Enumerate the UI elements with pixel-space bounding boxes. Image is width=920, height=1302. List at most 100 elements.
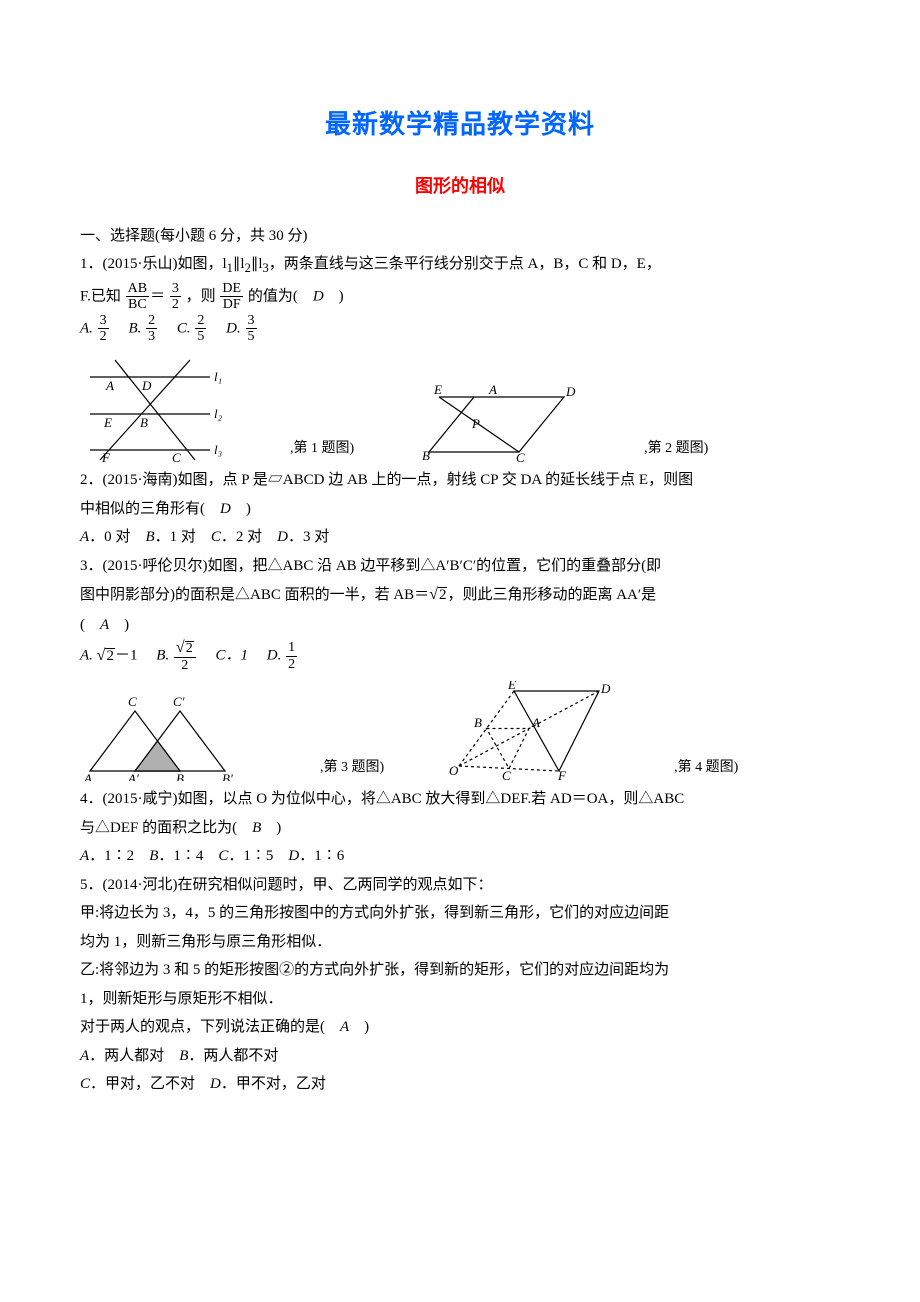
q1-optB-label: B.: [128, 320, 141, 336]
q4-options: A．1∶2 B．1∶4 C．1∶5 D．1∶6: [80, 842, 840, 871]
q4-answer: B: [252, 820, 261, 836]
q5-line1: 5．(2014·河北)在研究相似问题时，甲、乙两同学的观点如下：: [80, 871, 840, 900]
svg-text:A′: A′: [127, 771, 139, 781]
figure-1: A D E B F C l₁ l₂ l₃: [80, 352, 230, 462]
q1-frac-32: 32: [170, 281, 181, 313]
figure-4: E D B A O C F: [444, 681, 614, 781]
q4-text-b: ): [261, 820, 281, 836]
q3-text-a: 图中阴影部分)的面积是△ABC 面积的一半，若 AB＝: [80, 587, 429, 603]
page-title-main: 最新数学精品教学资料: [80, 100, 840, 149]
q1-optC-frac: 25: [195, 313, 206, 345]
q1-optC-label: C.: [177, 320, 191, 336]
q3-answer: A: [100, 617, 109, 633]
svg-text:E: E: [507, 681, 516, 692]
q4-text-a: 与△DEF 的面积之比为(: [80, 820, 252, 836]
q2-options: A．0 对 B．1 对 C．2 对 D．3 对: [80, 523, 840, 552]
q1-optD-frac: 35: [246, 313, 257, 345]
q2-line2: 中相似的三角形有( D ): [80, 495, 840, 524]
svg-text:B: B: [422, 448, 430, 462]
q1-optD-label: D.: [226, 320, 241, 336]
q1-text-c: F.已知: [80, 288, 121, 304]
q3-line1: 3．(2015·呼伦贝尔)如图，把△ABC 沿 AB 边平移到△A′B′C′的位…: [80, 552, 840, 581]
svg-text:B: B: [140, 415, 148, 430]
svg-text:B: B: [474, 715, 482, 730]
q5-line5: 1，则新矩形与原矩形不相似．: [80, 985, 840, 1014]
svg-text:E: E: [433, 382, 442, 397]
q3-optB-label: B.: [156, 648, 169, 664]
q1-stem-line2: F.已知 ABBC＝ 32 ，则 DEDF 的值为( D ): [80, 281, 840, 313]
svg-text:l₃: l₃: [214, 442, 222, 457]
q1-options: A. 32 B. 23 C. 25 D. 35: [80, 313, 840, 345]
svg-text:l₂: l₂: [214, 406, 223, 421]
q3-options: A. 2－1 B. 22 C．1 D. 12: [80, 639, 840, 673]
svg-text:E: E: [103, 415, 112, 430]
figure-2-wrap: E A D P B C: [414, 382, 584, 462]
figure-2-caption: ,第 2 题图): [644, 436, 708, 463]
svg-text:C′: C′: [173, 694, 185, 709]
svg-text:F: F: [101, 450, 111, 462]
svg-text:B′: B′: [222, 771, 233, 781]
figure-4-caption: ,第 4 题图): [674, 755, 738, 782]
q1-optA-label: A.: [80, 320, 93, 336]
q3-line2: 图中阴影部分)的面积是△ABC 面积的一半，若 AB＝2，则此三角形移动的距离 …: [80, 580, 840, 610]
figure-3: C C′ A A′ B B′: [80, 691, 260, 781]
svg-text:A: A: [488, 382, 497, 397]
svg-text:C: C: [128, 694, 137, 709]
q1-text-d: ，则: [186, 288, 216, 304]
svg-text:C: C: [516, 450, 525, 462]
q1-text-e: 的值为(: [248, 288, 313, 304]
q5-line3: 均为 1，则新三角形与原三角形相似．: [80, 928, 840, 957]
q1-frac-dedf: DEDF: [220, 281, 243, 313]
figure-4-wrap: E D B A O C F: [444, 681, 614, 781]
section-header: 一、选择题(每小题 6 分，共 30 分): [80, 222, 840, 251]
svg-text:P: P: [471, 416, 480, 431]
q3-optD-label: D.: [267, 648, 282, 664]
q5-text-a: 对于两人的观点，下列说法正确的是(: [80, 1019, 340, 1035]
q5-text-b: ): [349, 1019, 369, 1035]
q3-text-c: (: [80, 617, 100, 633]
q1-stem-line1: 1．(2015·乐山)如图，l1∥l2∥l3，两条直线与这三条平行线分别交于点 …: [80, 250, 840, 281]
figure-row-1: A D E B F C l₁ l₂ l₃ ,第 1 题图): [80, 352, 840, 462]
svg-text:A: A: [531, 715, 540, 730]
q2-text-a: 中相似的三角形有(: [80, 501, 220, 517]
q4-line1: 4．(2015·咸宁)如图，以点 O 为位似中心，将△ABC 放大得到△DEF.…: [80, 785, 840, 814]
q1-answer: D: [313, 288, 324, 304]
svg-text:B: B: [176, 771, 184, 781]
q3-text-b: ，则此三角形移动的距离 AA′是: [447, 587, 656, 603]
q5-options-1: A．两人都对 B．两人都不对: [80, 1042, 840, 1071]
svg-text:D: D: [565, 384, 576, 399]
q2-answer: D: [220, 501, 231, 517]
q3-line3: ( A ): [80, 611, 840, 640]
svg-text:C: C: [172, 450, 181, 462]
q1-optA-frac: 32: [98, 313, 109, 345]
q3-optD-frac: 12: [286, 640, 297, 672]
q1-text-b: ，两条直线与这三条平行线分别交于点 A，B，C 和 D，E，: [269, 256, 661, 272]
svg-text:F: F: [557, 768, 567, 781]
svg-text:O: O: [449, 763, 459, 778]
q2-line1: 2．(2015·海南)如图，点 P 是▱ABCD 边 AB 上的一点，射线 CP…: [80, 466, 840, 495]
figure-3-wrap: C C′ A A′ B B′: [80, 691, 260, 781]
q1-frac-abbc: ABBC: [126, 281, 149, 313]
svg-text:D: D: [141, 378, 152, 393]
q1-text-a: 1．(2015·乐山)如图，l: [80, 256, 227, 272]
figure-3-caption: ,第 3 题图): [320, 755, 384, 782]
q5-line6: 对于两人的观点，下列说法正确的是( A ): [80, 1013, 840, 1042]
figure-row-2: C C′ A A′ B B′ ,第 3 题图) E: [80, 681, 840, 781]
svg-text:D: D: [600, 681, 611, 696]
svg-text:A: A: [83, 771, 92, 781]
svg-text:C: C: [502, 768, 511, 781]
figure-1-wrap: A D E B F C l₁ l₂ l₃: [80, 352, 230, 462]
q2-text-b: ): [231, 501, 251, 517]
q5-line4: 乙:将邻边为 3 和 5 的矩形按图②的方式向外扩张，得到新的矩形，它们的对应边…: [80, 956, 840, 985]
q3-sqrt2: 2: [429, 580, 447, 610]
q3-optA-sqrt: 2: [97, 641, 115, 671]
q3-optC-label: C．1: [215, 648, 248, 664]
figure-2: E A D P B C: [414, 382, 584, 462]
q3-text-d: ): [109, 617, 129, 633]
q5-line2: 甲:将边长为 3，4，5 的三角形按图中的方式向外扩张，得到新三角形，它们的对应…: [80, 899, 840, 928]
svg-text:l₁: l₁: [214, 369, 222, 384]
q5-answer: A: [340, 1019, 349, 1035]
page-title-sub: 图形的相似: [80, 169, 840, 203]
q3-optA-suffix: －1: [115, 648, 138, 664]
figure-1-caption: ,第 1 题图): [290, 436, 354, 463]
